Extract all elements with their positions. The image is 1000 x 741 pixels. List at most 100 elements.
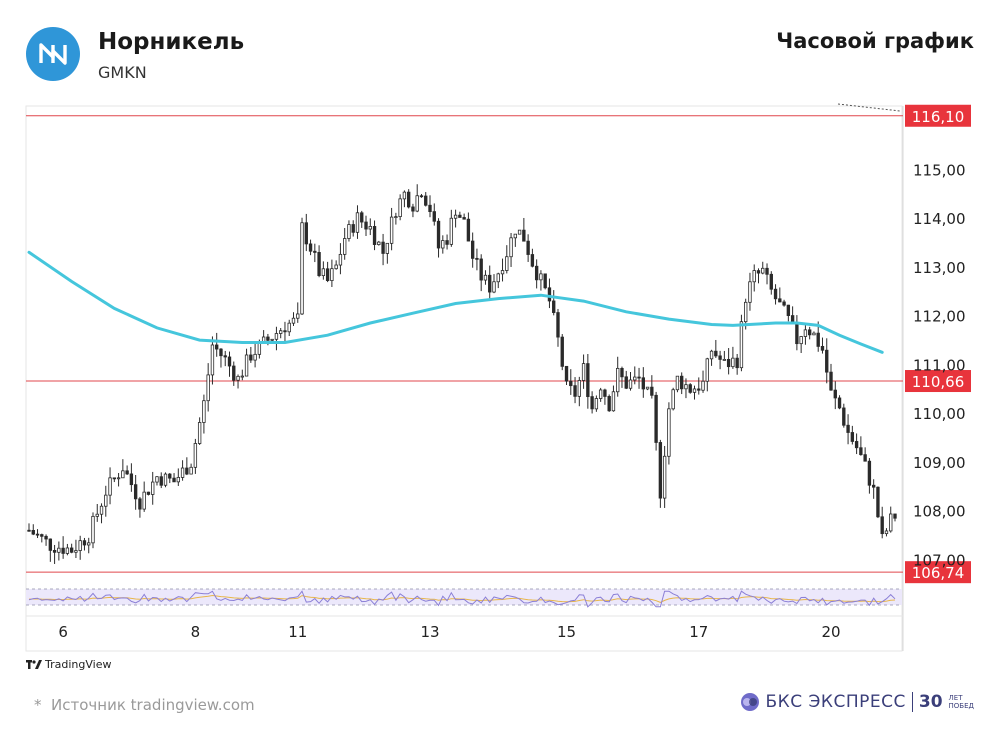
candle-body xyxy=(330,268,334,281)
candle-body xyxy=(78,540,82,551)
candle-body xyxy=(419,195,424,198)
candle-body xyxy=(722,358,727,361)
candle-body xyxy=(628,379,633,389)
candle-body xyxy=(406,191,411,208)
bks-sub-line2: ПОБЕД xyxy=(948,702,974,710)
candle-body xyxy=(347,224,351,239)
nornickel-logo xyxy=(26,27,80,81)
candle-body xyxy=(236,375,240,381)
candle-body xyxy=(95,513,99,517)
candle-body xyxy=(360,212,364,223)
candle-body xyxy=(308,243,313,252)
candle-body xyxy=(650,386,654,396)
tradingview-brand: TradingView xyxy=(26,658,111,671)
candle-body xyxy=(658,442,663,499)
candle-body xyxy=(500,270,505,275)
candle-body xyxy=(701,380,705,391)
candle-body xyxy=(488,274,492,293)
level-label-bg xyxy=(905,561,971,584)
candle-body xyxy=(279,330,283,334)
candle-body xyxy=(705,358,709,382)
candle-body xyxy=(726,358,731,368)
candle-body xyxy=(87,542,91,546)
candle-body xyxy=(436,220,441,249)
candle-body xyxy=(714,350,718,357)
rsi-panel xyxy=(26,588,902,608)
rsi-band xyxy=(26,589,902,605)
candle-body xyxy=(155,476,159,483)
bks-brand: БКС ЭКСПРЕСС 30 ЛЕТ ПОБЕД xyxy=(740,692,974,712)
candle-body xyxy=(505,256,509,271)
candle-body xyxy=(603,389,607,397)
candle-body xyxy=(837,397,842,409)
candle-body xyxy=(854,441,859,449)
candle-body xyxy=(40,534,44,537)
candle-body xyxy=(645,386,650,390)
moving-average xyxy=(27,250,884,354)
candle-body xyxy=(773,288,778,300)
candle-body xyxy=(74,550,78,553)
source-note: * Источник tradingview.com xyxy=(34,696,255,714)
candle-body xyxy=(680,375,684,390)
candle-body xyxy=(441,240,445,249)
candle-body xyxy=(744,301,748,323)
candle-body xyxy=(372,226,377,245)
tradingview-icon xyxy=(26,660,42,669)
candle-body xyxy=(748,281,752,303)
candle-body xyxy=(189,466,193,475)
candle-body xyxy=(850,432,855,442)
candle-body xyxy=(48,538,53,551)
candle-body xyxy=(334,264,338,270)
candle-body xyxy=(611,391,616,412)
candle-body xyxy=(688,384,692,393)
candle-body xyxy=(876,486,880,518)
y-tick-label: 115,00 xyxy=(913,161,966,179)
candle-body xyxy=(172,477,176,483)
candle-body xyxy=(522,229,526,242)
candle-body xyxy=(338,253,343,266)
y-tick-label: 107,00 xyxy=(913,551,966,569)
candle-body xyxy=(151,481,155,495)
candle-body xyxy=(709,350,714,360)
candle-body xyxy=(573,385,577,397)
source-marker: * xyxy=(34,696,42,714)
candle-body xyxy=(163,473,168,486)
x-tick-label: 8 xyxy=(191,623,201,641)
candle-body xyxy=(244,354,249,377)
candle-body xyxy=(577,380,581,397)
candle-body xyxy=(180,467,185,478)
candle-body xyxy=(415,195,419,212)
candle-body xyxy=(112,477,117,480)
candle-body xyxy=(859,447,863,456)
candle-body xyxy=(215,344,219,350)
candle-body xyxy=(108,477,112,496)
candle-body xyxy=(534,265,539,281)
candle-body xyxy=(871,484,876,488)
candlesticks xyxy=(27,184,897,564)
candle-body xyxy=(197,422,202,444)
candle-body xyxy=(240,375,244,378)
candle-body xyxy=(449,217,454,245)
y-tick-label: 108,00 xyxy=(913,503,966,521)
candle-body xyxy=(671,389,675,410)
candle-body xyxy=(202,400,206,423)
candle-body xyxy=(517,229,522,235)
company-name: Норникель xyxy=(98,29,245,55)
candle-body xyxy=(116,477,121,480)
candle-body xyxy=(846,424,850,433)
candle-body xyxy=(453,214,458,219)
candle-body xyxy=(616,367,620,393)
candle-body xyxy=(825,349,829,373)
x-tick-label: 17 xyxy=(689,623,708,641)
level-lines: 116,10 110,66 106,74 xyxy=(26,104,971,584)
candle-body xyxy=(641,377,645,390)
candle-body xyxy=(44,535,48,540)
candle-body xyxy=(884,530,889,535)
candle-body xyxy=(692,388,697,393)
candle-body xyxy=(377,241,381,245)
level-label-bg xyxy=(905,104,971,127)
candle-body xyxy=(232,365,236,381)
bks-years-sub: ЛЕТ ПОБЕД xyxy=(949,694,974,710)
candle-body xyxy=(368,226,372,230)
candle-body xyxy=(667,408,671,457)
